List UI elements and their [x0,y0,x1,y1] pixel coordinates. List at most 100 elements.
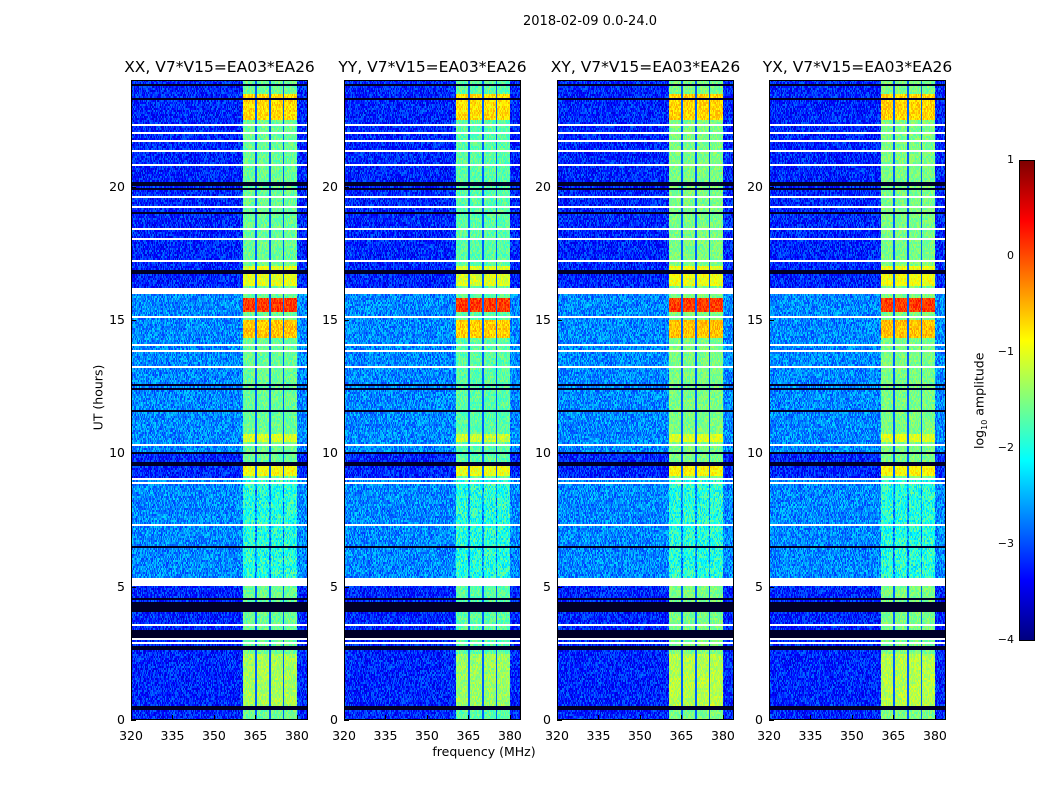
panel-frame [769,80,946,720]
colorbar-tick-label: 1 [1007,153,1014,166]
waterfall-panel-4: YX, V7*V15=EA03*EA26 320 335 350 365 380 0 5 10 1… [747,58,952,743]
x-tick-label: 365 [243,728,268,743]
y-tick-label: 20 [109,178,125,194]
colorbar-tick-label: 0 [1007,249,1014,262]
x-tick-label: 350 [415,728,439,743]
x-tick-label: 380 [711,728,735,743]
y-tick-mark [131,320,136,321]
panel-frame [344,80,521,720]
x-tick-mark [557,715,558,720]
x-tick-label: 350 [202,728,226,743]
x-tick-mark [769,715,770,720]
x-tick-mark [509,715,511,720]
y-tick-mark [769,720,774,721]
y-tick-mark [131,586,136,588]
y-tick-label: 5 [543,578,551,594]
figure-title: 2018-02-09 0.0-24.0 [523,14,657,29]
y-tick-mark [769,186,774,188]
colorbar [1019,160,1035,641]
y-tick-label: 15 [535,312,551,327]
x-tick-label: 320 [757,728,781,743]
colorbar-label: log10 amplitude [971,352,989,449]
y-tick-label: 10 [109,445,125,461]
x-tick-label: 320 [119,728,143,743]
panel-title: XX, V7*V15=EA03*EA26 [124,58,315,76]
y-tick-mark [557,320,562,321]
y-tick-mark [344,586,349,588]
x-tick-label: 365 [456,728,481,743]
x-tick-mark [426,715,428,720]
y-tick-mark [131,720,136,721]
colorbar-tick-label: −2 [997,441,1014,454]
x-tick-label: 365 [669,728,694,743]
y-tick-mark [769,453,774,455]
x-axis-label: frequency (MHz) [432,744,536,759]
x-tick-mark [893,715,895,720]
x-tick-label: 335 [373,728,398,743]
y-tick-label: 15 [322,312,338,327]
y-tick-mark [557,453,562,455]
y-tick-label: 10 [535,445,551,461]
x-tick-mark [934,715,936,720]
x-tick-mark [851,715,853,720]
y-tick-mark [344,453,349,455]
x-tick-label: 350 [840,728,864,743]
y-axis-label: UT (hours) [90,364,106,431]
y-tick-label: 0 [117,712,125,727]
waterfall-heatmap [557,80,734,720]
y-tick-label: 0 [543,712,551,727]
x-tick-mark [468,715,470,720]
y-tick-mark [557,586,562,588]
y-tick-mark [344,720,349,721]
x-tick-mark [722,715,724,720]
y-tick-label: 20 [322,178,338,194]
y-tick-mark [557,186,562,188]
y-tick-label: 20 [747,178,763,194]
x-tick-mark [639,715,641,720]
y-tick-label: 5 [330,578,338,594]
x-tick-mark [296,715,298,720]
panel-title: XY, V7*V15=EA03*EA26 [550,58,741,76]
panel-title: YY, V7*V15=EA03*EA26 [338,58,527,76]
x-tick-mark [172,715,174,720]
y-tick-label: 5 [117,578,125,594]
x-tick-label: 335 [160,728,185,743]
x-tick-label: 335 [586,728,611,743]
y-tick-label: 5 [755,578,763,594]
y-tick-label: 20 [535,178,551,194]
colorbar-tick-label: −3 [997,537,1014,550]
panel-frame [131,80,308,720]
y-tick-mark [131,186,136,188]
y-tick-mark [557,720,562,721]
y-tick-label: 10 [322,445,338,461]
colorbar-tick-label: −4 [997,633,1014,646]
x-tick-mark [810,715,812,720]
y-tick-label: 0 [755,712,763,727]
x-tick-mark [213,715,215,720]
waterfall-panel-2: YY, V7*V15=EA03*EA26 320 335 350 365 380 0 5 10 1… [322,58,527,743]
y-tick-mark [769,586,774,588]
x-tick-mark [344,715,345,720]
y-tick-mark [769,320,774,321]
x-tick-mark [598,715,600,720]
x-tick-mark [255,715,257,720]
x-tick-label: 365 [881,728,906,743]
x-tick-mark [681,715,683,720]
x-tick-label: 380 [498,728,522,743]
x-tick-mark [131,715,132,720]
colorbar-tick-label: −1 [997,345,1014,358]
panel-title: YX, V7*V15=EA03*EA26 [762,58,953,76]
y-tick-mark [344,186,349,188]
x-tick-label: 320 [332,728,356,743]
y-tick-label: 0 [330,712,338,727]
x-tick-label: 380 [923,728,947,743]
x-tick-label: 320 [545,728,569,743]
x-tick-label: 335 [798,728,823,743]
y-tick-label: 10 [747,445,763,461]
waterfall-panel-1: XX, V7*V15=EA03*EA26 320 335 350 365 380 0 5 10 1… [109,58,315,743]
waterfall-heatmap [131,80,308,720]
waterfall-heatmap [769,80,946,720]
y-tick-label: 15 [109,312,125,327]
x-tick-label: 350 [628,728,652,743]
